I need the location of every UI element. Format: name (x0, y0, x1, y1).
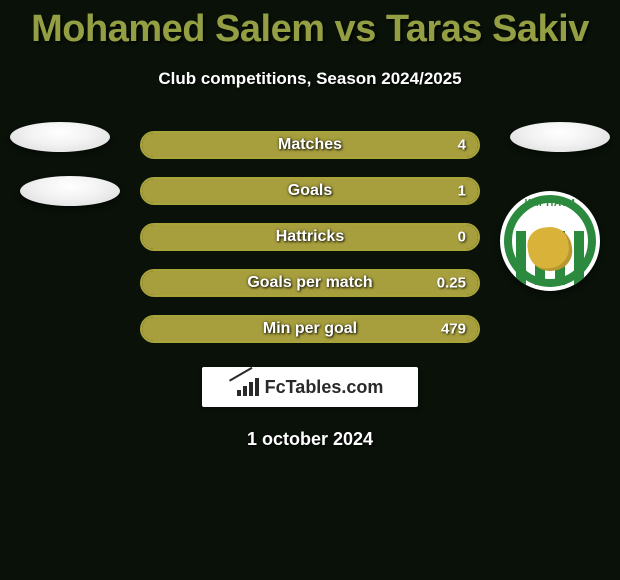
stat-label: Hattricks (142, 228, 478, 246)
stat-row: Hattricks0 (140, 223, 480, 251)
crest-text: КАРПАТИ (500, 198, 600, 209)
stat-value-right: 0.25 (437, 275, 466, 292)
stat-row: Goals per match0.25 (140, 269, 480, 297)
stat-label: Goals per match (142, 274, 478, 292)
subtitle: Club competitions, Season 2024/2025 (0, 69, 620, 89)
stat-row: Min per goal479 (140, 315, 480, 343)
stat-row: Matches4 (140, 131, 480, 159)
stat-value-right: 479 (441, 321, 466, 338)
stat-label: Goals (142, 182, 478, 200)
right-player-ellipse (510, 122, 610, 152)
stat-row: Goals1 (140, 177, 480, 205)
branding-badge: FcTables.com (202, 367, 418, 407)
stat-value-right: 1 (458, 183, 466, 200)
stat-value-right: 0 (458, 229, 466, 246)
left-player-ellipse-1 (10, 122, 110, 152)
branding-text: FcTables.com (265, 377, 384, 398)
left-player-ellipse-2 (20, 176, 120, 206)
stat-value-right: 4 (458, 137, 466, 154)
right-club-crest: КАРПАТИ (500, 176, 600, 306)
stat-label: Matches (142, 136, 478, 154)
stat-label: Min per goal (142, 320, 478, 338)
bar-chart-icon (237, 378, 259, 396)
snapshot-date: 1 october 2024 (0, 429, 620, 450)
page-title: Mohamed Salem vs Taras Sakiv (0, 0, 620, 51)
